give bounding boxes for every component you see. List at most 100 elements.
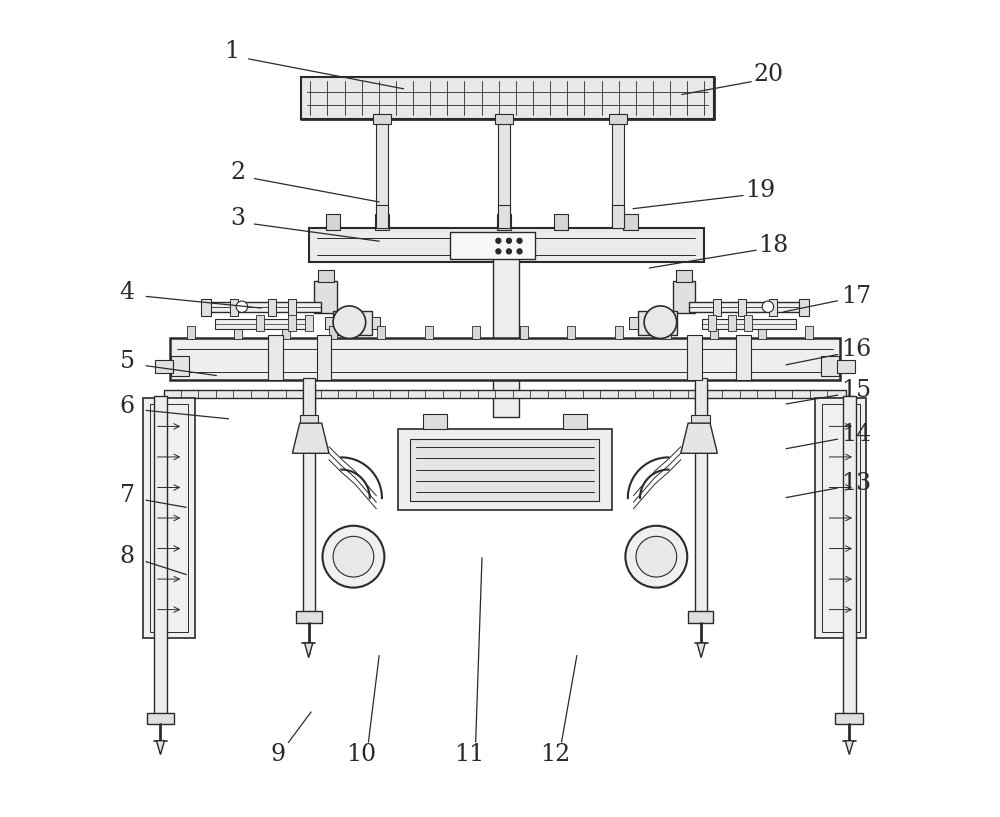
Bar <box>667 317 675 328</box>
Bar <box>143 398 195 638</box>
Bar <box>835 713 863 725</box>
Bar <box>207 301 321 312</box>
Polygon shape <box>845 741 853 755</box>
Bar <box>612 205 624 228</box>
Circle shape <box>496 249 501 254</box>
Bar <box>623 214 638 230</box>
Text: 16: 16 <box>842 338 872 361</box>
Circle shape <box>507 239 511 243</box>
Bar <box>728 315 736 331</box>
Text: 20: 20 <box>754 63 784 86</box>
Bar <box>695 377 707 418</box>
Bar <box>609 114 627 123</box>
Text: 3: 3 <box>230 208 245 230</box>
Bar <box>612 119 624 234</box>
Circle shape <box>322 526 384 587</box>
Bar <box>744 315 752 331</box>
Text: 6: 6 <box>120 395 135 417</box>
Bar <box>423 414 447 429</box>
Bar <box>815 398 866 638</box>
Bar <box>822 404 860 632</box>
Bar <box>736 335 751 380</box>
Bar <box>154 396 167 718</box>
Bar <box>325 317 333 328</box>
Text: 14: 14 <box>842 423 872 446</box>
Bar <box>497 214 511 230</box>
Bar <box>702 319 796 328</box>
Text: 17: 17 <box>842 284 872 308</box>
Bar <box>554 214 568 230</box>
Bar <box>201 298 211 315</box>
Bar <box>171 355 189 376</box>
Bar <box>164 390 846 398</box>
Bar <box>758 326 766 339</box>
Bar <box>629 317 638 328</box>
Polygon shape <box>305 643 313 658</box>
Text: 12: 12 <box>540 743 570 766</box>
Bar <box>821 355 839 376</box>
Bar <box>710 326 718 339</box>
Bar <box>615 326 623 339</box>
Text: 10: 10 <box>347 743 377 766</box>
Bar <box>738 298 746 315</box>
Bar <box>303 384 315 616</box>
Bar <box>688 611 713 623</box>
Circle shape <box>496 239 501 243</box>
Text: 8: 8 <box>120 545 135 568</box>
Bar <box>520 326 528 339</box>
Text: 4: 4 <box>120 280 135 304</box>
Text: 7: 7 <box>120 484 135 507</box>
Polygon shape <box>292 423 329 453</box>
Circle shape <box>333 536 374 577</box>
Bar <box>288 315 296 331</box>
Bar <box>837 359 855 373</box>
Bar <box>296 611 322 623</box>
Text: 5: 5 <box>120 350 135 373</box>
Text: 2: 2 <box>230 161 245 184</box>
Bar <box>329 326 337 339</box>
Bar <box>215 319 309 328</box>
Bar <box>687 335 702 380</box>
Bar <box>303 377 315 418</box>
Bar <box>375 214 389 230</box>
Bar <box>147 713 174 725</box>
Bar <box>769 298 777 315</box>
Bar <box>425 326 433 339</box>
Text: 13: 13 <box>842 472 872 495</box>
Bar <box>318 270 334 283</box>
Bar <box>663 326 671 339</box>
Bar <box>493 254 519 417</box>
Text: 15: 15 <box>842 379 872 402</box>
Bar <box>410 440 599 501</box>
Bar <box>268 335 283 380</box>
Bar <box>373 114 391 123</box>
Circle shape <box>517 239 522 243</box>
Bar <box>450 232 535 259</box>
Bar <box>695 384 707 616</box>
Bar <box>314 281 337 313</box>
Bar <box>333 310 372 335</box>
Bar <box>300 415 318 423</box>
Bar <box>799 298 809 315</box>
Bar <box>309 228 704 262</box>
Circle shape <box>333 306 366 338</box>
Circle shape <box>625 526 687 587</box>
Bar <box>305 315 313 331</box>
Text: 11: 11 <box>454 743 484 766</box>
Bar <box>673 281 695 313</box>
Bar <box>155 359 173 373</box>
Text: 9: 9 <box>271 743 286 766</box>
Bar <box>495 114 513 123</box>
Bar <box>563 414 587 429</box>
Bar <box>282 326 290 339</box>
Bar <box>490 248 521 258</box>
Bar <box>326 214 340 230</box>
Bar <box>256 315 264 331</box>
Polygon shape <box>697 643 705 658</box>
Circle shape <box>762 301 774 312</box>
Circle shape <box>636 536 677 577</box>
Bar <box>317 335 331 380</box>
Bar <box>376 119 388 234</box>
Circle shape <box>236 301 248 312</box>
Bar <box>268 298 276 315</box>
